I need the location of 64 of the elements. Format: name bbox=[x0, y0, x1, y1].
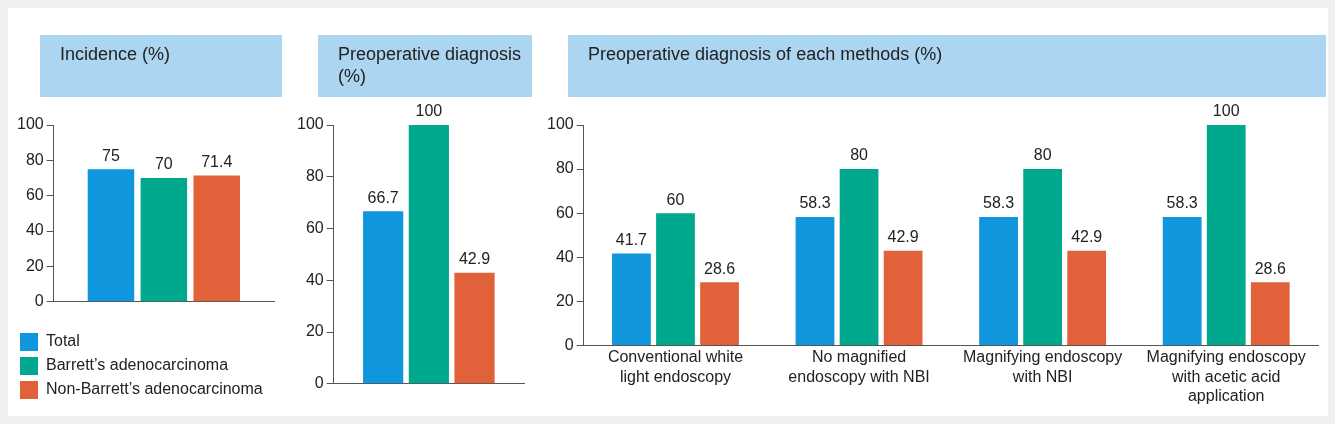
y-tick-label: 100 bbox=[546, 115, 574, 133]
bar bbox=[1023, 169, 1063, 345]
bar bbox=[140, 178, 188, 302]
bar bbox=[87, 169, 135, 302]
bar bbox=[795, 216, 835, 345]
legend-label: Total bbox=[46, 332, 80, 350]
bar bbox=[612, 253, 651, 345]
x-tick-label: Conventional white light endoscopy bbox=[607, 348, 744, 385]
bar bbox=[193, 175, 240, 302]
data-label: 42.9 bbox=[1071, 228, 1103, 246]
y-tick-label: 20 bbox=[25, 256, 44, 274]
data-label: 80 bbox=[1033, 146, 1052, 164]
bar bbox=[700, 282, 739, 345]
data-label: 71.4 bbox=[201, 152, 233, 170]
data-label: 66.7 bbox=[367, 188, 399, 206]
y-tick-label: 0 bbox=[34, 292, 44, 310]
bar bbox=[408, 125, 449, 384]
bar bbox=[656, 213, 695, 345]
data-label: 75 bbox=[102, 146, 120, 164]
y-tick-label: 40 bbox=[25, 221, 44, 239]
y-tick-label: 0 bbox=[314, 374, 324, 392]
y-tick-label: 60 bbox=[305, 218, 324, 236]
data-label: 100 bbox=[415, 102, 443, 120]
data-label: 28.6 bbox=[703, 259, 736, 277]
data-label: 100 bbox=[1212, 102, 1240, 120]
data-label: 58.3 bbox=[799, 194, 831, 212]
y-tick-label: 60 bbox=[25, 186, 44, 204]
data-label: 41.7 bbox=[615, 230, 648, 248]
y-tick-label: 0 bbox=[564, 335, 574, 353]
y-tick-label: 80 bbox=[25, 150, 44, 168]
y-tick-label: 80 bbox=[305, 167, 324, 185]
data-label: 70 bbox=[154, 155, 173, 173]
bar bbox=[363, 211, 404, 384]
y-tick-label: 40 bbox=[555, 247, 574, 265]
bar bbox=[979, 216, 1018, 345]
bar bbox=[454, 272, 495, 384]
chart-title: Incidence (%) bbox=[40, 35, 282, 97]
chart-title: Preoperative diagnosis (%) bbox=[318, 35, 532, 97]
y-tick-label: 100 bbox=[16, 115, 44, 133]
data-label: 42.9 bbox=[887, 228, 919, 246]
x-tick-label: No magnified endoscopy with NBI bbox=[788, 348, 930, 385]
bar bbox=[839, 169, 879, 345]
y-tick-label: 60 bbox=[555, 203, 574, 221]
y-tick-label: 100 bbox=[296, 115, 324, 133]
data-label: 58.3 bbox=[983, 194, 1015, 212]
y-tick-label: 20 bbox=[305, 322, 324, 340]
bar bbox=[1067, 250, 1107, 345]
bar bbox=[1250, 282, 1290, 345]
data-label: 58.3 bbox=[1166, 194, 1198, 212]
data-label: 42.9 bbox=[458, 250, 491, 268]
y-tick-label: 80 bbox=[555, 159, 574, 177]
data-label: 60 bbox=[666, 190, 685, 208]
data-label: 28.6 bbox=[1254, 259, 1286, 277]
data-label: 80 bbox=[850, 146, 869, 164]
x-tick-label: Magnifying endoscopy with acetic acid application bbox=[1146, 348, 1306, 404]
legend-label: Non-Barrett’s adenocarcinoma bbox=[46, 380, 263, 398]
bar bbox=[1206, 125, 1246, 345]
y-tick-label: 20 bbox=[555, 291, 574, 309]
legend-label: Barrett’s adenocarcinoma bbox=[46, 356, 229, 374]
bar bbox=[883, 250, 923, 345]
bar bbox=[1162, 216, 1202, 345]
x-tick-label: Magnifying endoscopy with NBI bbox=[963, 348, 1123, 385]
y-tick-label: 40 bbox=[305, 270, 324, 288]
chart-title: Preoperative diagnosis of each methods (%) bbox=[568, 35, 1326, 97]
